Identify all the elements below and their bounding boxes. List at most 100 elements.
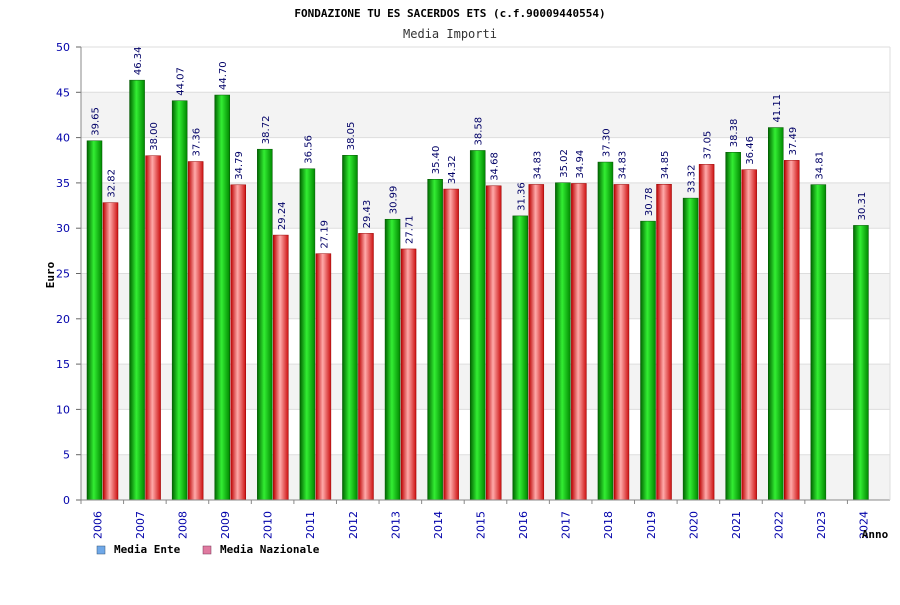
bar-media-nazionale-2022 [784,160,800,501]
y-tick-label: 30 [56,222,70,235]
bar-media-nazionale-2009 [230,184,246,501]
data-label: 41.11 [772,94,783,123]
data-label: 38.72 [261,116,272,145]
x-tick-label: 2023 [815,511,828,539]
bar-media-ente-2012 [342,155,358,501]
axes: 0 5 10 15 20 25 30 35 40 45 50 2006 2007 2008 2009 2010… [56,41,891,539]
data-label: 37.05 [703,131,714,160]
bar-media-ente-2024 [853,225,869,501]
bar-media-nazionale-2014 [443,188,459,501]
bar-media-ente-2016 [512,215,529,501]
y-tick-label: 45 [56,86,70,99]
y-tick-label: 20 [56,313,70,326]
bar-media-nazionale-2018 [613,184,630,501]
data-label: 38.05 [346,122,357,151]
x-tick-label: 2022 [773,511,786,539]
bar-media-ente-2015 [469,150,486,501]
bar-media-ente-2014 [427,179,443,501]
data-label: 38.58 [474,117,485,146]
data-label: 38.00 [149,122,160,151]
data-label: 34.81 [814,151,825,180]
y-tick-label: 15 [56,358,70,371]
bar-media-ente-2010 [257,148,273,501]
bar-media-nazionale-2021 [741,169,757,501]
y-tick-label: 35 [56,177,70,190]
x-tick-label: 2019 [645,511,658,539]
bar-media-ente-2020 [682,197,699,501]
x-tick-label: 2016 [517,511,530,539]
bar-media-ente-2022 [768,127,784,501]
data-label: 38.38 [729,119,740,148]
bar-media-nazionale-2019 [656,184,672,501]
bar-media-ente-2013 [384,218,401,501]
data-label: 32.82 [107,169,118,198]
y-tick-label: 25 [56,268,70,281]
y-tick-label: 5 [63,449,70,462]
bar-media-nazionale-2011 [315,253,332,501]
chart-title: FONDAZIONE TU ES SACERDOS ETS (c.f.90009… [294,7,605,20]
bar-media-nazionale-2012 [358,233,374,501]
bar-media-nazionale-2006 [102,202,119,501]
bar-media-ente-2021 [725,152,741,501]
x-tick-label: 2006 [91,511,104,539]
bar-media-nazionale-2013 [400,248,417,501]
data-label: 44.70 [218,61,229,90]
data-label: 34.94 [575,150,586,179]
x-tick-label: 2018 [602,511,615,539]
x-tick-label: 2012 [347,511,360,539]
data-label: 37.36 [192,128,203,157]
data-label: 39.65 [91,107,102,136]
data-label: 29.43 [362,200,373,229]
data-label: 34.32 [447,155,458,184]
data-label: 37.49 [788,127,799,156]
data-label: 34.79 [234,151,245,180]
x-tick-label: 2009 [219,511,232,539]
bar-media-ente-2009 [214,94,230,501]
x-tick-label: 2011 [304,511,317,539]
bar-media-nazionale-2008 [187,161,204,501]
x-tick-label: 2017 [560,511,573,539]
data-label: 44.07 [176,67,187,96]
y-tick-label: 50 [56,41,70,54]
chart-subtitle: Media Importi [403,27,497,41]
bar-media-ente-2011 [299,168,316,501]
data-label: 30.99 [389,186,400,215]
x-tick-label: 2014 [432,511,445,539]
data-label: 30.31 [857,192,868,221]
legend-swatch-media-nazionale [202,545,212,555]
y-tick-label: 40 [56,132,70,145]
data-label: 34.83 [617,151,628,180]
bar-media-nazionale-2010 [273,234,289,501]
data-label: 34.68 [490,152,501,181]
y-tick-label: 0 [63,494,70,507]
data-labels: 39.65 32.82 46.34 38.00 44.07 37.36 44.70 34.79… [91,47,868,249]
legend-label-media-nazionale: Media Nazionale [220,543,320,556]
data-label: 31.36 [516,182,527,211]
legend-label-media-ente: Media Ente [114,543,181,556]
bar-media-ente-2019 [640,220,656,501]
x-tick-label: 2015 [475,511,488,539]
data-label: 46.34 [133,47,144,76]
x-tick-label: 2013 [389,511,402,539]
data-label: 36.56 [303,135,314,164]
legend-swatch-media-ente [96,545,106,555]
x-tick-label: 2024 [858,511,871,539]
bar-media-nazionale-2017 [571,183,587,501]
data-label: 33.32 [687,164,698,193]
bars [86,79,869,501]
bar-media-ente-2007 [129,79,145,501]
data-label: 37.30 [601,128,612,157]
bar-media-nazionale-2020 [698,164,715,501]
plot-band [81,47,890,93]
data-label: 34.85 [660,151,671,180]
data-label: 27.19 [319,220,330,249]
bar-media-ente-2018 [597,161,614,501]
y-tick-label: 10 [56,403,70,416]
bar-media-ente-2008 [171,100,188,501]
bar-media-ente-2017 [555,182,571,501]
bar-media-nazionale-2007 [145,155,161,501]
x-tick-label: 2007 [134,511,147,539]
data-label: 35.02 [559,149,570,178]
